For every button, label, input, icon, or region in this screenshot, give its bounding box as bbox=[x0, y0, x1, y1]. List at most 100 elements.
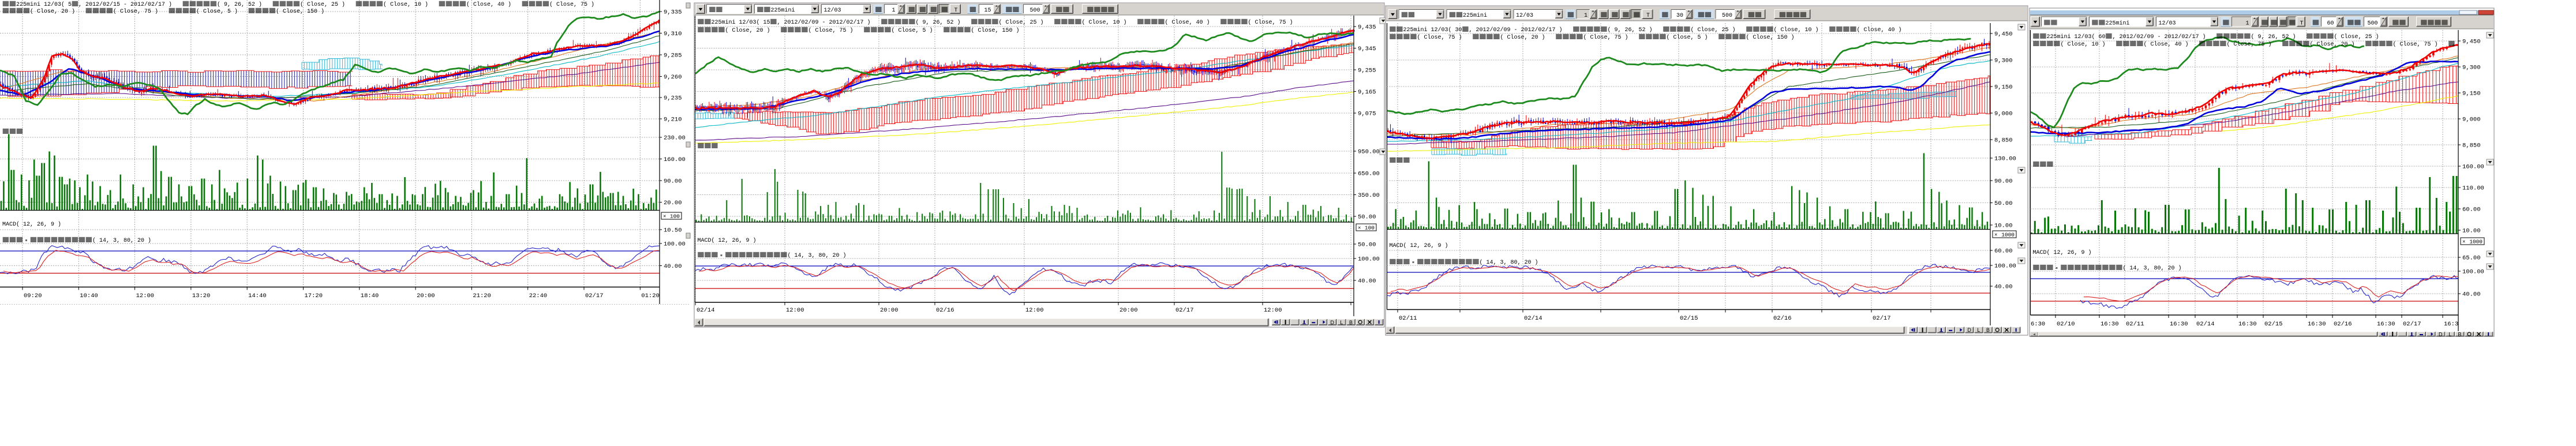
svg-text:02/17: 02/17 bbox=[2403, 321, 2421, 328]
svg-text:16:30: 16:30 bbox=[2377, 321, 2395, 328]
svg-text:14:40: 14:40 bbox=[248, 293, 267, 299]
svg-text:9,435: 9,435 bbox=[1358, 24, 1376, 31]
svg-text:L: L bbox=[1340, 320, 1343, 325]
svg-text:( Close, 75 ): ( Close, 75 ) bbox=[2227, 41, 2272, 48]
svg-text:( Close, 75 ): ( Close, 75 ) bbox=[2393, 41, 2438, 48]
svg-text:22:40: 22:40 bbox=[529, 293, 548, 299]
svg-text:950.00: 950.00 bbox=[1358, 149, 1380, 156]
svg-text:( Close, 10 ): ( Close, 10 ) bbox=[1774, 27, 1819, 33]
svg-text:( 14, 3, 80, 20 ): ( 14, 3, 80, 20 ) bbox=[2123, 265, 2182, 272]
svg-text:12:00: 12:00 bbox=[1264, 307, 1282, 314]
svg-text:100: 100 bbox=[670, 213, 680, 220]
svg-text:( 9, 26, 52 ): ( 9, 26, 52 ) bbox=[916, 19, 961, 26]
svg-text:02/14: 02/14 bbox=[2196, 321, 2215, 328]
svg-text:9,150: 9,150 bbox=[1994, 84, 2013, 91]
svg-text:225mini 12/03( 60: 225mini 12/03( 60 bbox=[2047, 33, 2106, 40]
svg-text:16:30: 16:30 bbox=[2238, 321, 2257, 328]
svg-text:×: × bbox=[1358, 226, 1361, 231]
svg-text:, 2012/02/09 - 2012/02/17 ): , 2012/02/09 - 2012/02/17 ) bbox=[1469, 27, 1563, 33]
svg-text:02/14: 02/14 bbox=[697, 307, 715, 314]
svg-text:T: T bbox=[1646, 13, 1650, 19]
svg-text:09:20: 09:20 bbox=[24, 293, 42, 299]
svg-text:B: B bbox=[2458, 332, 2461, 338]
svg-text:15: 15 bbox=[984, 8, 991, 14]
svg-text:16:30: 16:30 bbox=[2101, 321, 2119, 328]
svg-text:9,000: 9,000 bbox=[1994, 111, 2013, 118]
svg-text:1000: 1000 bbox=[2001, 232, 2015, 238]
svg-text:500: 500 bbox=[1722, 13, 1732, 19]
svg-text:12:00: 12:00 bbox=[1025, 307, 1044, 314]
svg-text:100: 100 bbox=[1365, 225, 1375, 231]
svg-text:( 9, 26, 52 ): ( 9, 26, 52 ) bbox=[1608, 27, 1653, 33]
svg-text:( Close, 75 ): ( Close, 75 ) bbox=[549, 1, 594, 8]
svg-text:60.00: 60.00 bbox=[2462, 207, 2481, 213]
svg-text:T: T bbox=[2300, 21, 2304, 27]
svg-text:8,850: 8,850 bbox=[1994, 137, 2013, 144]
svg-text:9,450: 9,450 bbox=[2462, 39, 2481, 46]
svg-text:40.00: 40.00 bbox=[2462, 291, 2481, 298]
svg-text:90.00: 90.00 bbox=[1994, 178, 2013, 185]
svg-text:( Close, 150 ): ( Close, 150 ) bbox=[971, 27, 1020, 34]
svg-text:20:00: 20:00 bbox=[417, 293, 435, 299]
svg-text:01:20: 01:20 bbox=[641, 293, 660, 299]
svg-text:9,210: 9,210 bbox=[664, 117, 682, 123]
svg-text:T: T bbox=[954, 8, 958, 14]
svg-text:02/10: 02/10 bbox=[2057, 321, 2075, 328]
svg-text:( Close, 20 ): ( Close, 20 ) bbox=[2310, 41, 2355, 48]
svg-text:50.00: 50.00 bbox=[1994, 200, 2013, 207]
svg-text:( Close, 40 ): ( Close, 40 ) bbox=[1165, 19, 1210, 26]
svg-text:( Close, 20 ): ( Close, 20 ) bbox=[725, 27, 770, 34]
svg-text:02/17: 02/17 bbox=[585, 293, 604, 299]
svg-text:12:00: 12:00 bbox=[136, 293, 155, 299]
svg-text:( Close, 75 ): ( Close, 75 ) bbox=[1583, 34, 1628, 41]
svg-text:( Close, 20 ): ( Close, 20 ) bbox=[1500, 34, 1545, 41]
svg-text:02/14: 02/14 bbox=[1524, 315, 1542, 322]
svg-text:D: D bbox=[2439, 332, 2443, 338]
svg-text:21:20: 21:20 bbox=[473, 293, 491, 299]
svg-text:( Close, 20 ): ( Close, 20 ) bbox=[30, 8, 75, 15]
svg-text:( Close, 75 ): ( Close, 75 ) bbox=[1248, 19, 1293, 26]
svg-text:( 9, 26, 52 ): ( 9, 26, 52 ) bbox=[217, 1, 262, 8]
svg-text:13:20: 13:20 bbox=[192, 293, 211, 299]
svg-text:02/16: 02/16 bbox=[2334, 321, 2352, 328]
svg-text:40.00: 40.00 bbox=[1358, 278, 1376, 285]
svg-text:( Close, 5 ): ( Close, 5 ) bbox=[196, 8, 238, 15]
svg-text:100.00: 100.00 bbox=[664, 241, 686, 248]
svg-text:12/03: 12/03 bbox=[2159, 20, 2176, 27]
svg-text:( Close, 75 ): ( Close, 75 ) bbox=[113, 8, 158, 15]
svg-text:( Close, 75 ): ( Close, 75 ) bbox=[808, 27, 853, 34]
svg-text:( Close, 25 ): ( Close, 25 ) bbox=[999, 19, 1044, 26]
svg-text:02/15: 02/15 bbox=[1680, 315, 1698, 322]
svg-text:16:30: 16:30 bbox=[2170, 321, 2188, 328]
svg-text:225mini: 225mini bbox=[1463, 12, 1487, 19]
svg-text:20:00: 20:00 bbox=[880, 307, 898, 314]
svg-text:02/16: 02/16 bbox=[1773, 315, 1792, 322]
svg-text:10.50: 10.50 bbox=[664, 227, 682, 234]
svg-text:100.00: 100.00 bbox=[2462, 269, 2484, 276]
svg-text:110.00: 110.00 bbox=[2462, 185, 2484, 192]
svg-text:D: D bbox=[1967, 327, 1971, 333]
svg-text:12:00: 12:00 bbox=[786, 307, 804, 314]
svg-text:9,335: 9,335 bbox=[664, 9, 682, 16]
svg-text:225mini 12/03( 5: 225mini 12/03( 5 bbox=[16, 1, 72, 8]
svg-text:100.00: 100.00 bbox=[1358, 256, 1380, 263]
svg-text:225mini: 225mini bbox=[771, 7, 795, 14]
svg-text:02/17: 02/17 bbox=[1175, 307, 1194, 314]
svg-text:( Close, 25 ): ( Close, 25 ) bbox=[2334, 33, 2379, 40]
svg-text:40.00: 40.00 bbox=[1994, 284, 2013, 291]
svg-text:, 2012/02/15 - 2012/02/17 ): , 2012/02/15 - 2012/02/17 ) bbox=[78, 1, 172, 8]
svg-text:60.00: 60.00 bbox=[1994, 248, 2013, 255]
svg-text:( Close, 150 ): ( Close, 150 ) bbox=[276, 8, 324, 15]
svg-text:17:20: 17:20 bbox=[305, 293, 323, 299]
svg-text:MACD( 12, 26, 9 ): MACD( 12, 26, 9 ) bbox=[698, 237, 757, 244]
svg-text:20.00: 20.00 bbox=[664, 200, 682, 207]
svg-text:, 2012/02/09 - 2012/02/17 ): , 2012/02/09 - 2012/02/17 ) bbox=[2113, 33, 2206, 40]
svg-text:16:30: 16:30 bbox=[2308, 321, 2326, 328]
svg-text:( 14, 3, 80, 20 ): ( 14, 3, 80, 20 ) bbox=[1480, 259, 1538, 266]
svg-text:×: × bbox=[2462, 239, 2465, 245]
svg-text:40.00: 40.00 bbox=[664, 263, 682, 270]
svg-text:225mini 12/03( 30: 225mini 12/03( 30 bbox=[1403, 27, 1462, 33]
svg-text:, 2012/02/09 - 2012/02/17 ): , 2012/02/09 - 2012/02/17 ) bbox=[777, 19, 871, 26]
svg-text:( Close, 25 ): ( Close, 25 ) bbox=[300, 1, 345, 8]
svg-text:( 14, 3, 80, 20 ): ( 14, 3, 80, 20 ) bbox=[92, 237, 151, 244]
